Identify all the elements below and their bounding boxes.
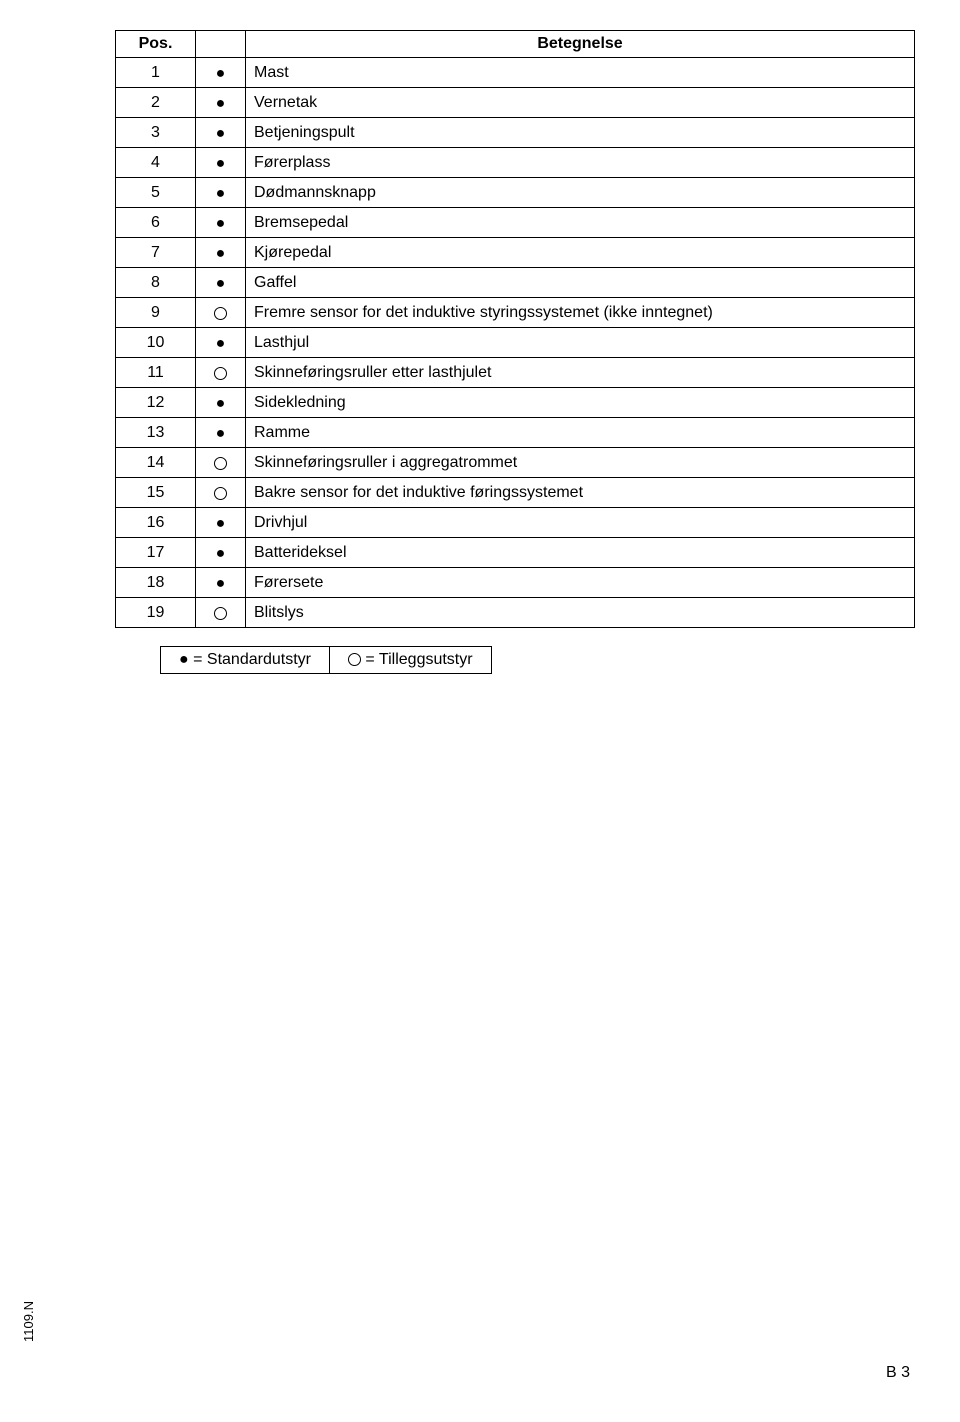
cell-label: Førersete bbox=[246, 568, 915, 598]
cell-label: Blitslys bbox=[246, 598, 915, 628]
cell-symbol: ● bbox=[196, 118, 246, 148]
table-row: 14 Skinneføringsruller i aggregatrommet bbox=[116, 448, 915, 478]
cell-pos: 8 bbox=[116, 268, 196, 298]
table-row: 12●Sidekledning bbox=[116, 388, 915, 418]
header-pos: Pos. bbox=[116, 31, 196, 58]
cell-pos: 1 bbox=[116, 58, 196, 88]
cell-symbol: ● bbox=[196, 58, 246, 88]
cell-label: Kjørepedal bbox=[246, 238, 915, 268]
cell-pos: 15 bbox=[116, 478, 196, 508]
cell-label: Lasthjul bbox=[246, 328, 915, 358]
cell-pos: 19 bbox=[116, 598, 196, 628]
cell-symbol: ● bbox=[196, 538, 246, 568]
table-row: 11 Skinneføringsruller etter lasthjulet bbox=[116, 358, 915, 388]
cell-pos: 14 bbox=[116, 448, 196, 478]
cell-label: Fremre sensor for det induktive styrings… bbox=[246, 298, 915, 328]
footer-left: 1109.N bbox=[21, 1301, 36, 1342]
cell-symbol: ● bbox=[196, 568, 246, 598]
cell-pos: 6 bbox=[116, 208, 196, 238]
cell-symbol: ● bbox=[196, 328, 246, 358]
cell-pos: 12 bbox=[116, 388, 196, 418]
cell-pos: 5 bbox=[116, 178, 196, 208]
cell-symbol: ● bbox=[196, 418, 246, 448]
cell-label: Batterideksel bbox=[246, 538, 915, 568]
cell-pos: 3 bbox=[116, 118, 196, 148]
cell-symbol: ● bbox=[196, 508, 246, 538]
header-label: Betegnelse bbox=[246, 31, 915, 58]
cell-label: Drivhjul bbox=[246, 508, 915, 538]
cell-label: Dødmannsknapp bbox=[246, 178, 915, 208]
cell-label: Skinneføringsruller etter lasthjulet bbox=[246, 358, 915, 388]
cell-label: Bremsepedal bbox=[246, 208, 915, 238]
cell-symbol: ● bbox=[196, 268, 246, 298]
cell-label: Vernetak bbox=[246, 88, 915, 118]
parts-table: Pos. Betegnelse 1●Mast2●Vernetak3●Betjen… bbox=[115, 30, 915, 628]
table-row: 4●Førerplass bbox=[116, 148, 915, 178]
cell-pos: 17 bbox=[116, 538, 196, 568]
legend-table: ● = Standardutstyr = Tilleggsutstyr bbox=[160, 646, 492, 674]
cell-pos: 9 bbox=[116, 298, 196, 328]
cell-label: Gaffel bbox=[246, 268, 915, 298]
cell-symbol bbox=[196, 298, 246, 328]
cell-symbol bbox=[196, 448, 246, 478]
cell-symbol bbox=[196, 478, 246, 508]
cell-symbol: ● bbox=[196, 178, 246, 208]
table-row: 16●Drivhjul bbox=[116, 508, 915, 538]
table-row: 2●Vernetak bbox=[116, 88, 915, 118]
cell-pos: 7 bbox=[116, 238, 196, 268]
table-header-row: Pos. Betegnelse bbox=[116, 31, 915, 58]
cell-symbol: ● bbox=[196, 238, 246, 268]
cell-pos: 2 bbox=[116, 88, 196, 118]
table-row: 7●Kjørepedal bbox=[116, 238, 915, 268]
table-row: 17●Batterideksel bbox=[116, 538, 915, 568]
table-row: 9 Fremre sensor for det induktive styring… bbox=[116, 298, 915, 328]
cell-label: Sidekledning bbox=[246, 388, 915, 418]
cell-symbol bbox=[196, 358, 246, 388]
cell-label: Mast bbox=[246, 58, 915, 88]
cell-pos: 13 bbox=[116, 418, 196, 448]
cell-symbol: ● bbox=[196, 208, 246, 238]
table-row: 8●Gaffel bbox=[116, 268, 915, 298]
table-row: 15 Bakre sensor for det induktive førings… bbox=[116, 478, 915, 508]
table-row: 18●Førersete bbox=[116, 568, 915, 598]
cell-label: Betjeningspult bbox=[246, 118, 915, 148]
cell-symbol: ● bbox=[196, 148, 246, 178]
cell-symbol: ● bbox=[196, 88, 246, 118]
cell-symbol bbox=[196, 598, 246, 628]
cell-symbol: ● bbox=[196, 388, 246, 418]
cell-pos: 16 bbox=[116, 508, 196, 538]
table-row: 5●Dødmannsknapp bbox=[116, 178, 915, 208]
cell-pos: 11 bbox=[116, 358, 196, 388]
legend-row: ● = Standardutstyr = Tilleggsutstyr bbox=[161, 647, 492, 674]
table-row: 10●Lasthjul bbox=[116, 328, 915, 358]
cell-pos: 4 bbox=[116, 148, 196, 178]
table-row: 1●Mast bbox=[116, 58, 915, 88]
table-row: 19 Blitslys bbox=[116, 598, 915, 628]
cell-pos: 18 bbox=[116, 568, 196, 598]
legend-standard: ● = Standardutstyr bbox=[161, 647, 330, 674]
footer-right: B 3 bbox=[886, 1364, 910, 1382]
header-symbol bbox=[196, 31, 246, 58]
cell-pos: 10 bbox=[116, 328, 196, 358]
cell-label: Ramme bbox=[246, 418, 915, 448]
cell-label: Førerplass bbox=[246, 148, 915, 178]
table-row: 3●Betjeningspult bbox=[116, 118, 915, 148]
legend-optional: = Tilleggsutstyr bbox=[329, 647, 491, 674]
cell-label: Bakre sensor for det induktive føringssy… bbox=[246, 478, 915, 508]
cell-label: Skinneføringsruller i aggregatrommet bbox=[246, 448, 915, 478]
table-row: 13●Ramme bbox=[116, 418, 915, 448]
table-row: 6●Bremsepedal bbox=[116, 208, 915, 238]
